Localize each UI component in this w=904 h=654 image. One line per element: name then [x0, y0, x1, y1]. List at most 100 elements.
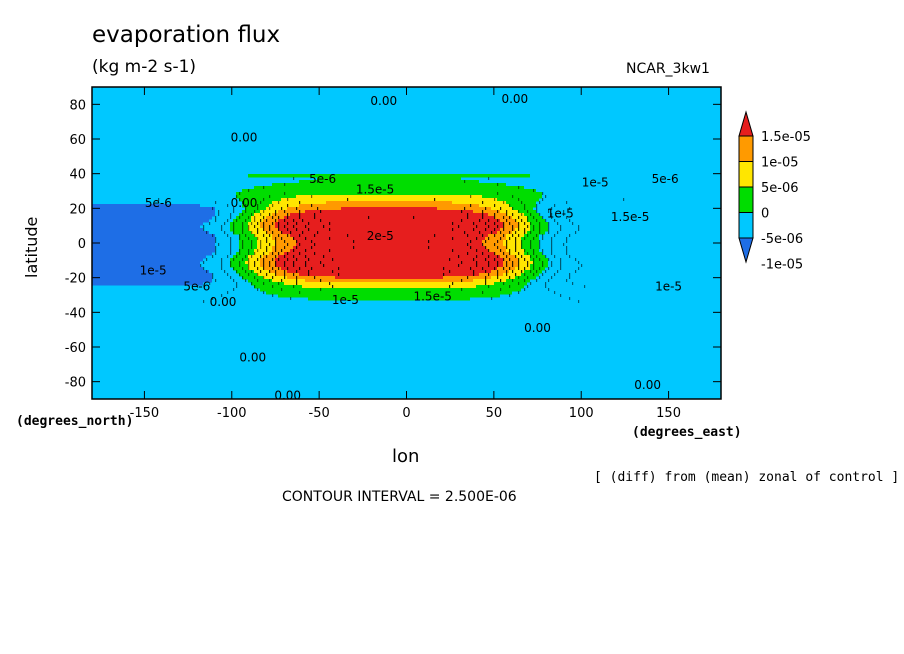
contour-line-seg	[524, 279, 526, 282]
contour-line-seg	[449, 270, 451, 273]
contour-fill-cell	[239, 246, 257, 250]
contour-fill-cell	[251, 219, 263, 223]
y-axis-label: latitude	[22, 216, 41, 278]
contour-line-seg	[284, 264, 286, 267]
contour-fill-cell	[230, 258, 248, 262]
contour-label: 0.00	[634, 378, 661, 392]
contour-line-seg	[521, 243, 523, 246]
contour-line-seg	[275, 255, 277, 258]
contour-line-seg	[512, 264, 514, 267]
contour-line-seg	[476, 261, 478, 264]
contour-line-seg	[554, 273, 556, 276]
contour-line-seg	[509, 252, 511, 255]
contour-line-seg	[263, 186, 265, 189]
contour-fill-cell	[497, 267, 515, 271]
contour-fill-cell	[506, 279, 530, 283]
contour-line-seg	[551, 276, 553, 279]
contour-line-seg	[500, 279, 502, 282]
contour-line-seg	[203, 267, 205, 270]
contour-line-seg	[293, 273, 295, 276]
contour-line-seg	[521, 240, 523, 243]
contour-fill-cell	[92, 216, 212, 220]
contour-line-seg	[248, 228, 250, 231]
contour-line-seg	[269, 264, 271, 267]
contour-line-seg	[461, 210, 463, 213]
contour-line-seg	[524, 228, 526, 231]
contour-line-seg	[293, 219, 295, 222]
contour-line-seg	[500, 249, 502, 252]
contour-fill-cell	[473, 279, 506, 283]
contour-line-seg	[332, 285, 334, 288]
contour-line-seg	[434, 198, 436, 201]
contour-line-seg	[245, 219, 247, 222]
contour-line-seg	[551, 264, 553, 267]
contour-line-seg	[503, 222, 505, 225]
contour-line-seg	[497, 270, 499, 273]
contour-line-seg	[539, 258, 541, 261]
contour-line-seg	[536, 207, 538, 210]
contour-line-seg	[518, 216, 520, 219]
contour-line-seg	[236, 285, 238, 288]
contour-line-seg	[263, 291, 265, 294]
contour-line-seg	[539, 240, 541, 243]
contour-line-seg	[308, 270, 310, 273]
contour-line-seg	[269, 207, 271, 210]
contour-fill-cell	[248, 279, 272, 283]
contour-fill-cell	[290, 234, 488, 238]
contour-line-seg	[524, 222, 526, 225]
colorbar-extend-max	[738, 110, 754, 137]
contour-line-seg	[299, 210, 301, 213]
contour-line-seg	[539, 222, 541, 225]
y-tick-label: 20	[69, 202, 86, 217]
contour-line-seg	[518, 222, 520, 225]
contour-line-seg	[533, 273, 535, 276]
contour-line-seg	[287, 204, 289, 207]
contour-line-seg	[287, 243, 289, 246]
contour-line-seg	[203, 261, 205, 264]
contour-line-seg	[263, 216, 265, 219]
contour-line-seg	[299, 243, 301, 246]
contour-line-seg	[305, 255, 307, 258]
contour-line-seg	[293, 255, 295, 258]
contour-line-seg	[275, 261, 277, 264]
contour-line-seg	[260, 270, 262, 273]
contour-line-seg	[296, 228, 298, 231]
contour-line-seg	[470, 195, 472, 198]
contour-line-seg	[251, 231, 253, 234]
contour-line-seg	[248, 273, 250, 276]
contour-line-seg	[470, 246, 472, 249]
contour-line-seg	[272, 252, 274, 255]
contour-line-seg	[533, 216, 535, 219]
contour-line-seg	[563, 213, 565, 216]
contour-line-seg	[212, 207, 214, 210]
contour-line-seg	[509, 222, 511, 225]
contour-line-seg	[266, 246, 268, 249]
contour-line-seg	[494, 243, 496, 246]
contour-line-seg	[248, 189, 250, 192]
contour-line-seg	[551, 261, 553, 264]
y-tick-label: 80	[69, 98, 86, 113]
contour-fill-cell	[527, 216, 542, 220]
contour-fill-cell	[263, 219, 278, 223]
contour-line-seg	[209, 222, 211, 225]
contour-line-seg	[566, 252, 568, 255]
contour-line-seg	[527, 225, 529, 228]
contour-line-seg	[542, 264, 544, 267]
contour-line-seg	[215, 219, 217, 222]
colorbar-swatch	[738, 135, 754, 162]
contour-fill-cell	[266, 216, 284, 220]
contour-line-seg	[488, 237, 490, 240]
contour-fill-cell	[524, 249, 539, 253]
contour-line-seg	[533, 258, 535, 261]
y-tick-label: -80	[65, 376, 86, 391]
contour-line-seg	[545, 270, 547, 273]
contour-line-seg	[467, 252, 469, 255]
contour-fill-cell	[92, 228, 203, 232]
contour-line-seg	[473, 273, 475, 276]
contour-line-seg	[284, 219, 286, 222]
contour-line-seg	[518, 282, 520, 285]
contour-line-seg	[509, 204, 511, 207]
contour-line-seg	[281, 279, 283, 282]
contour-fill-cell	[281, 198, 497, 202]
contour-line-seg	[503, 258, 505, 261]
